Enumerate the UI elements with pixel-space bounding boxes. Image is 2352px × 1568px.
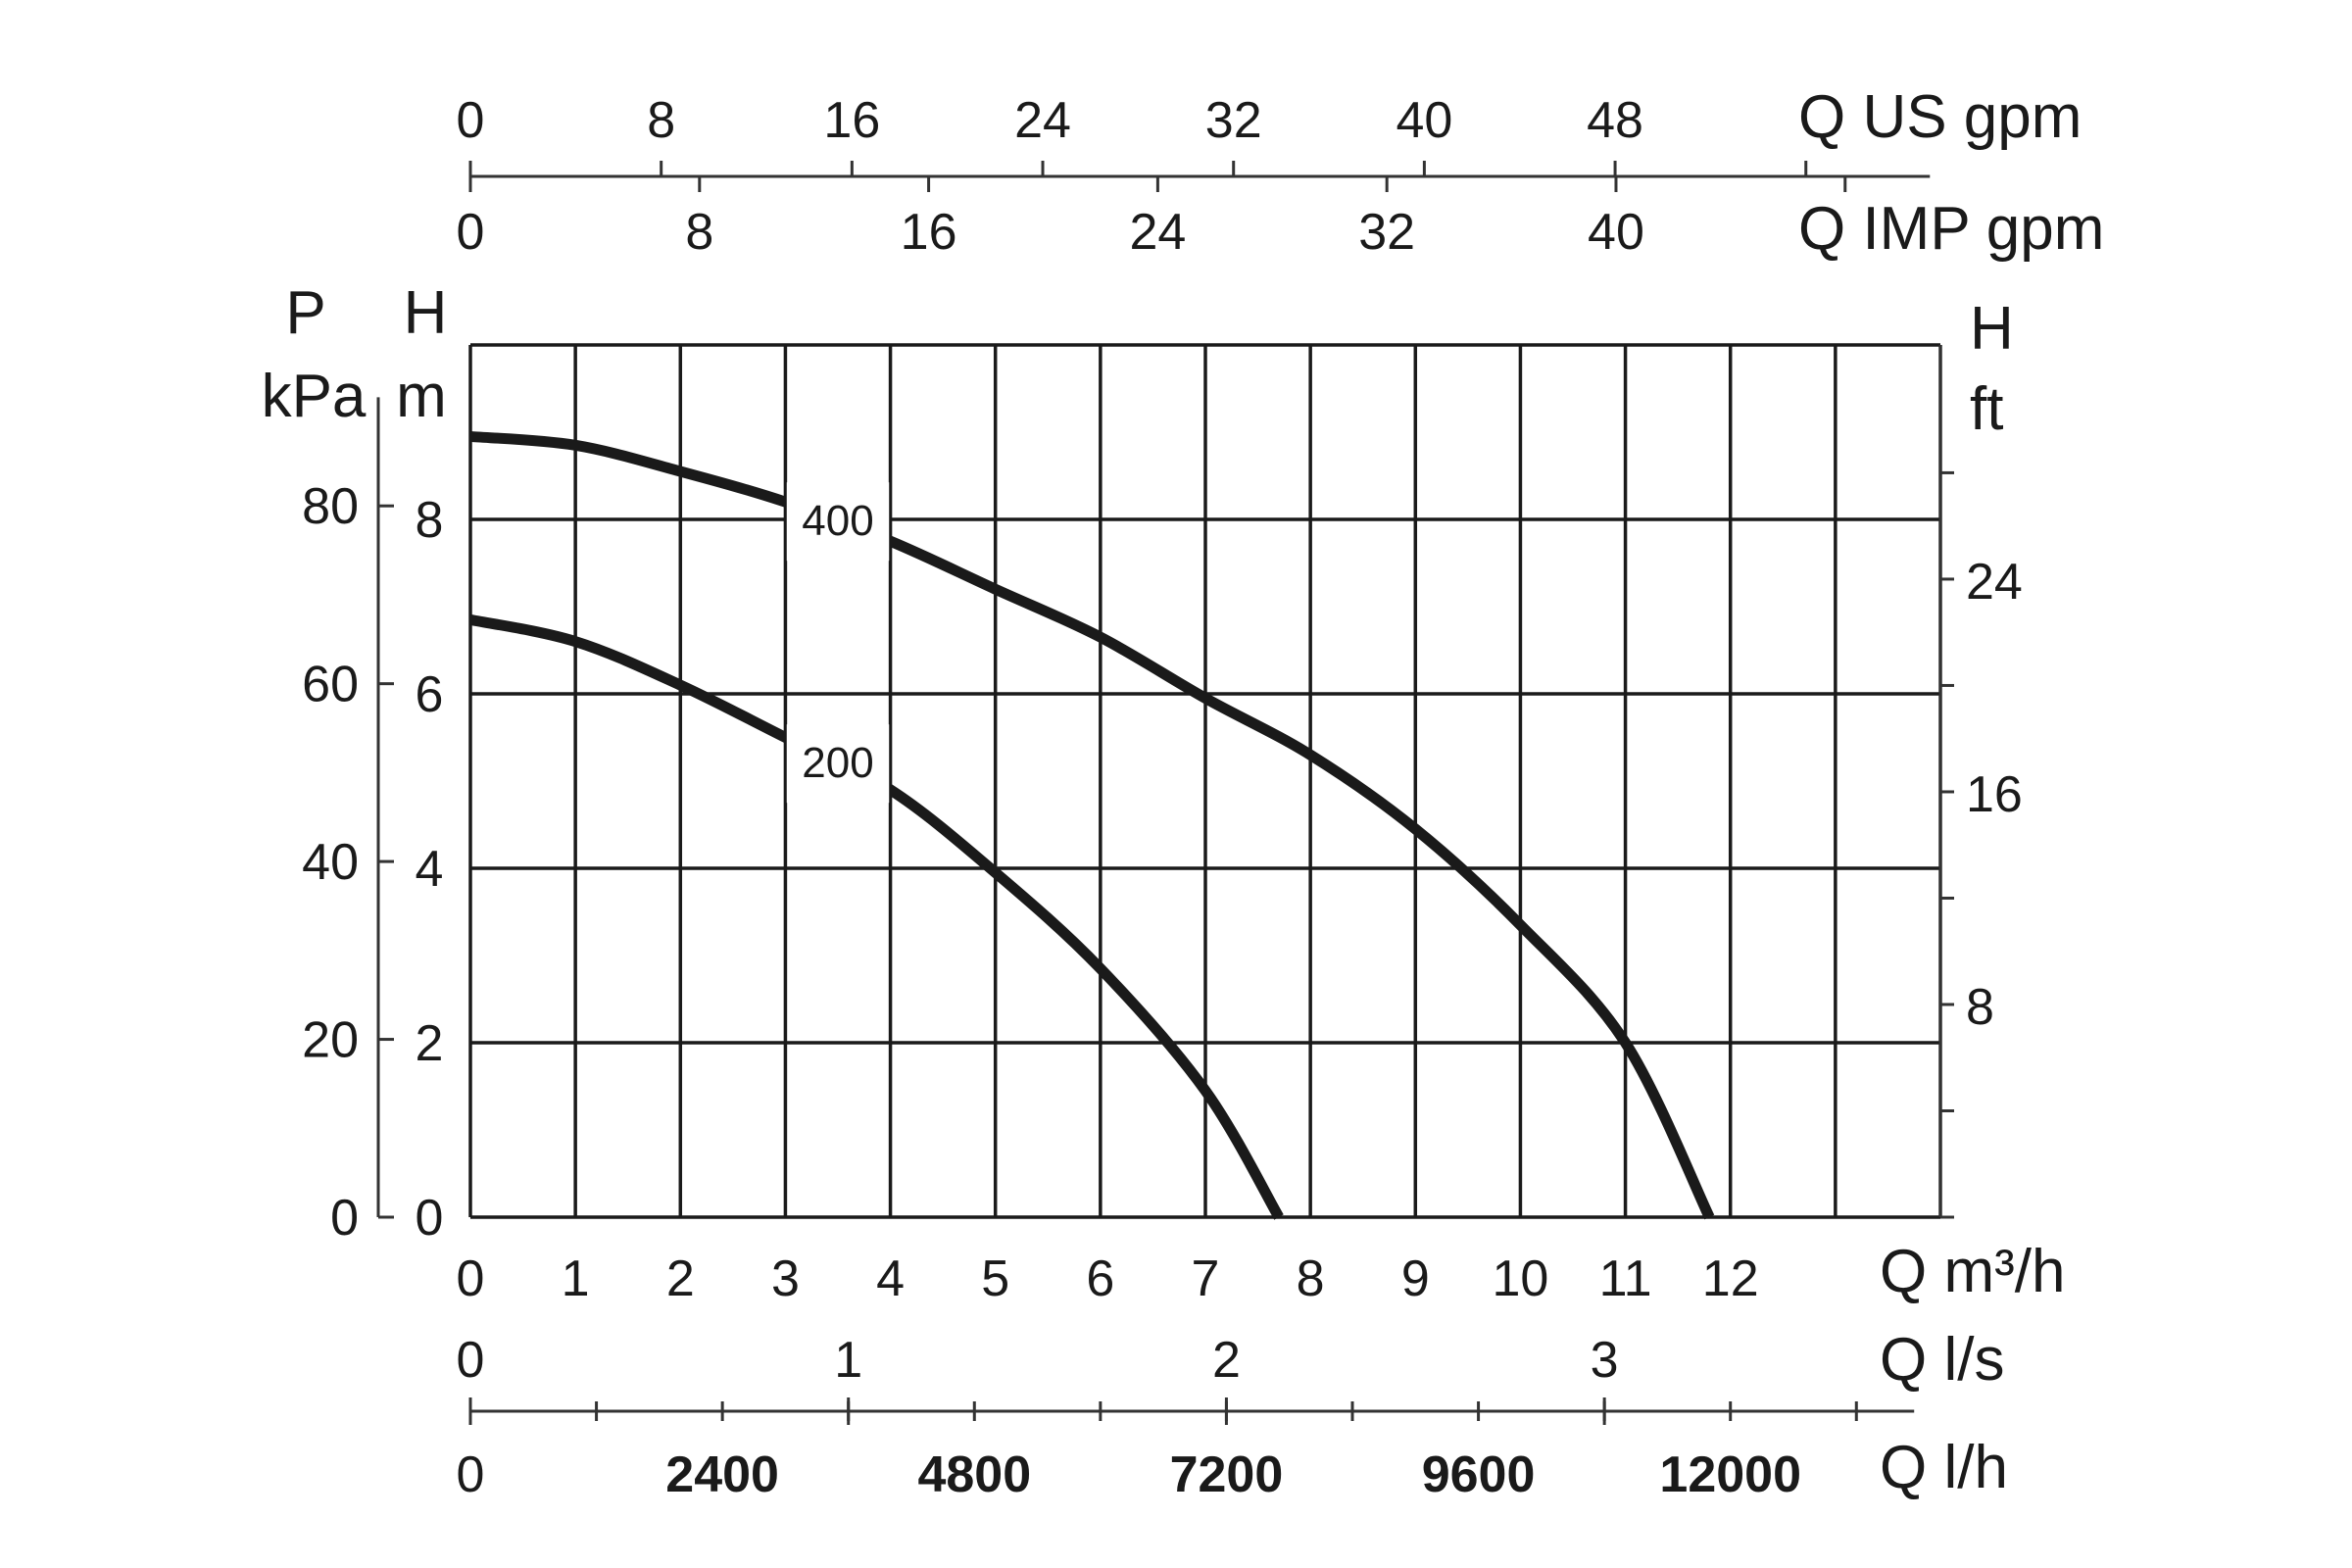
tick-label-us-gpm: 16 bbox=[823, 92, 880, 149]
tick-label-us-gpm: 0 bbox=[457, 92, 485, 149]
tick-label-m3h: 6 bbox=[1086, 1250, 1114, 1307]
tick-label-m3h: 11 bbox=[1599, 1250, 1652, 1307]
tick-label-m3h: 8 bbox=[1297, 1250, 1325, 1307]
tick-label-m3h: 12 bbox=[1702, 1250, 1759, 1307]
curve-label-gap bbox=[786, 724, 890, 804]
tick-label-ls: 0 bbox=[457, 1332, 485, 1389]
tick-label-m3h: 3 bbox=[771, 1250, 800, 1307]
tick-label-imp-gpm: 32 bbox=[1358, 204, 1415, 261]
tick-label-lh: 4800 bbox=[917, 1446, 1031, 1503]
tick-label-head-m: 8 bbox=[416, 492, 444, 549]
curve-label: 400 bbox=[802, 497, 873, 545]
tick-label-us-gpm: 24 bbox=[1014, 92, 1071, 149]
performance-curves: 400 200 bbox=[468, 430, 1715, 1220]
tick-label-us-gpm: 32 bbox=[1205, 92, 1262, 149]
tick-label-imp-gpm: 40 bbox=[1588, 204, 1644, 261]
tick-label-us-gpm: 40 bbox=[1396, 92, 1452, 149]
tick-label-imp-gpm: 0 bbox=[457, 204, 485, 261]
tick-label-head-m: 2 bbox=[416, 1015, 444, 1072]
tick-label-m3h: 7 bbox=[1192, 1250, 1220, 1307]
tick-label-m3h: 9 bbox=[1401, 1250, 1430, 1307]
tick-label-imp-gpm: 24 bbox=[1129, 204, 1186, 261]
tick-label-lh: 2400 bbox=[665, 1446, 779, 1503]
tick-label-lh: 12000 bbox=[1659, 1446, 1801, 1503]
axis-label-head-ft-h: H bbox=[1970, 295, 2014, 363]
tick-label-m3h: 1 bbox=[562, 1250, 590, 1307]
tick-label-us-gpm: 48 bbox=[1587, 92, 1643, 149]
axis-label-us-gpm: Q US gpm bbox=[1798, 83, 2082, 151]
tick-label-ls: 1 bbox=[834, 1332, 862, 1389]
tick-label-ls: 3 bbox=[1591, 1332, 1619, 1389]
tick-label-m3h: 2 bbox=[666, 1250, 695, 1307]
tick-label-m3h: 4 bbox=[876, 1250, 905, 1307]
tick-label-pressure: 0 bbox=[330, 1190, 359, 1247]
tick-label-head-ft: 8 bbox=[1966, 979, 1994, 1036]
tick-label-us-gpm: 8 bbox=[647, 92, 675, 149]
axis-label-head-m: m bbox=[396, 363, 447, 430]
axis-label-imp-gpm: Q IMP gpm bbox=[1798, 195, 2104, 263]
axis-label-pressure-p: P bbox=[285, 279, 325, 347]
tick-label-m3h: 10 bbox=[1493, 1250, 1549, 1307]
curve-label: 200 bbox=[802, 739, 873, 787]
tick-label-pressure: 80 bbox=[302, 478, 359, 535]
tick-label-ls: 2 bbox=[1212, 1332, 1241, 1389]
tick-label-head-m: 4 bbox=[416, 841, 444, 898]
axis-label-head-ft: ft bbox=[1970, 375, 2003, 443]
curve-series-400 bbox=[469, 430, 1715, 1220]
tick-label-imp-gpm: 8 bbox=[685, 204, 713, 261]
tick-label-head-ft: 16 bbox=[1966, 766, 2023, 823]
tick-label-pressure: 60 bbox=[302, 657, 359, 713]
curve-series-200 bbox=[468, 613, 1284, 1220]
tick-label-head-m: 0 bbox=[416, 1190, 444, 1247]
tick-label-pressure: 40 bbox=[302, 834, 359, 891]
curve-label-gap bbox=[786, 482, 890, 562]
tick-label-lh: 0 bbox=[457, 1446, 485, 1503]
axis-label-m3h: Q m³/h bbox=[1880, 1238, 2065, 1305]
tick-label-m3h: 0 bbox=[457, 1250, 485, 1307]
axis-label-ls: Q l/s bbox=[1880, 1326, 2004, 1394]
tick-label-m3h: 5 bbox=[981, 1250, 1009, 1307]
axis-label-head-h: H bbox=[404, 279, 448, 347]
tick-label-head-m: 6 bbox=[416, 666, 444, 723]
tick-label-head-ft: 24 bbox=[1966, 554, 2023, 611]
tick-label-lh: 7200 bbox=[1170, 1446, 1284, 1503]
tick-label-lh: 9600 bbox=[1422, 1446, 1536, 1503]
grid bbox=[468, 343, 1942, 1219]
tick-label-pressure: 20 bbox=[302, 1012, 359, 1069]
tick-label-imp-gpm: 16 bbox=[901, 204, 957, 261]
axis-label-lh: Q l/h bbox=[1880, 1434, 2008, 1501]
axis-label-pressure-kpa: kPa bbox=[262, 363, 367, 430]
